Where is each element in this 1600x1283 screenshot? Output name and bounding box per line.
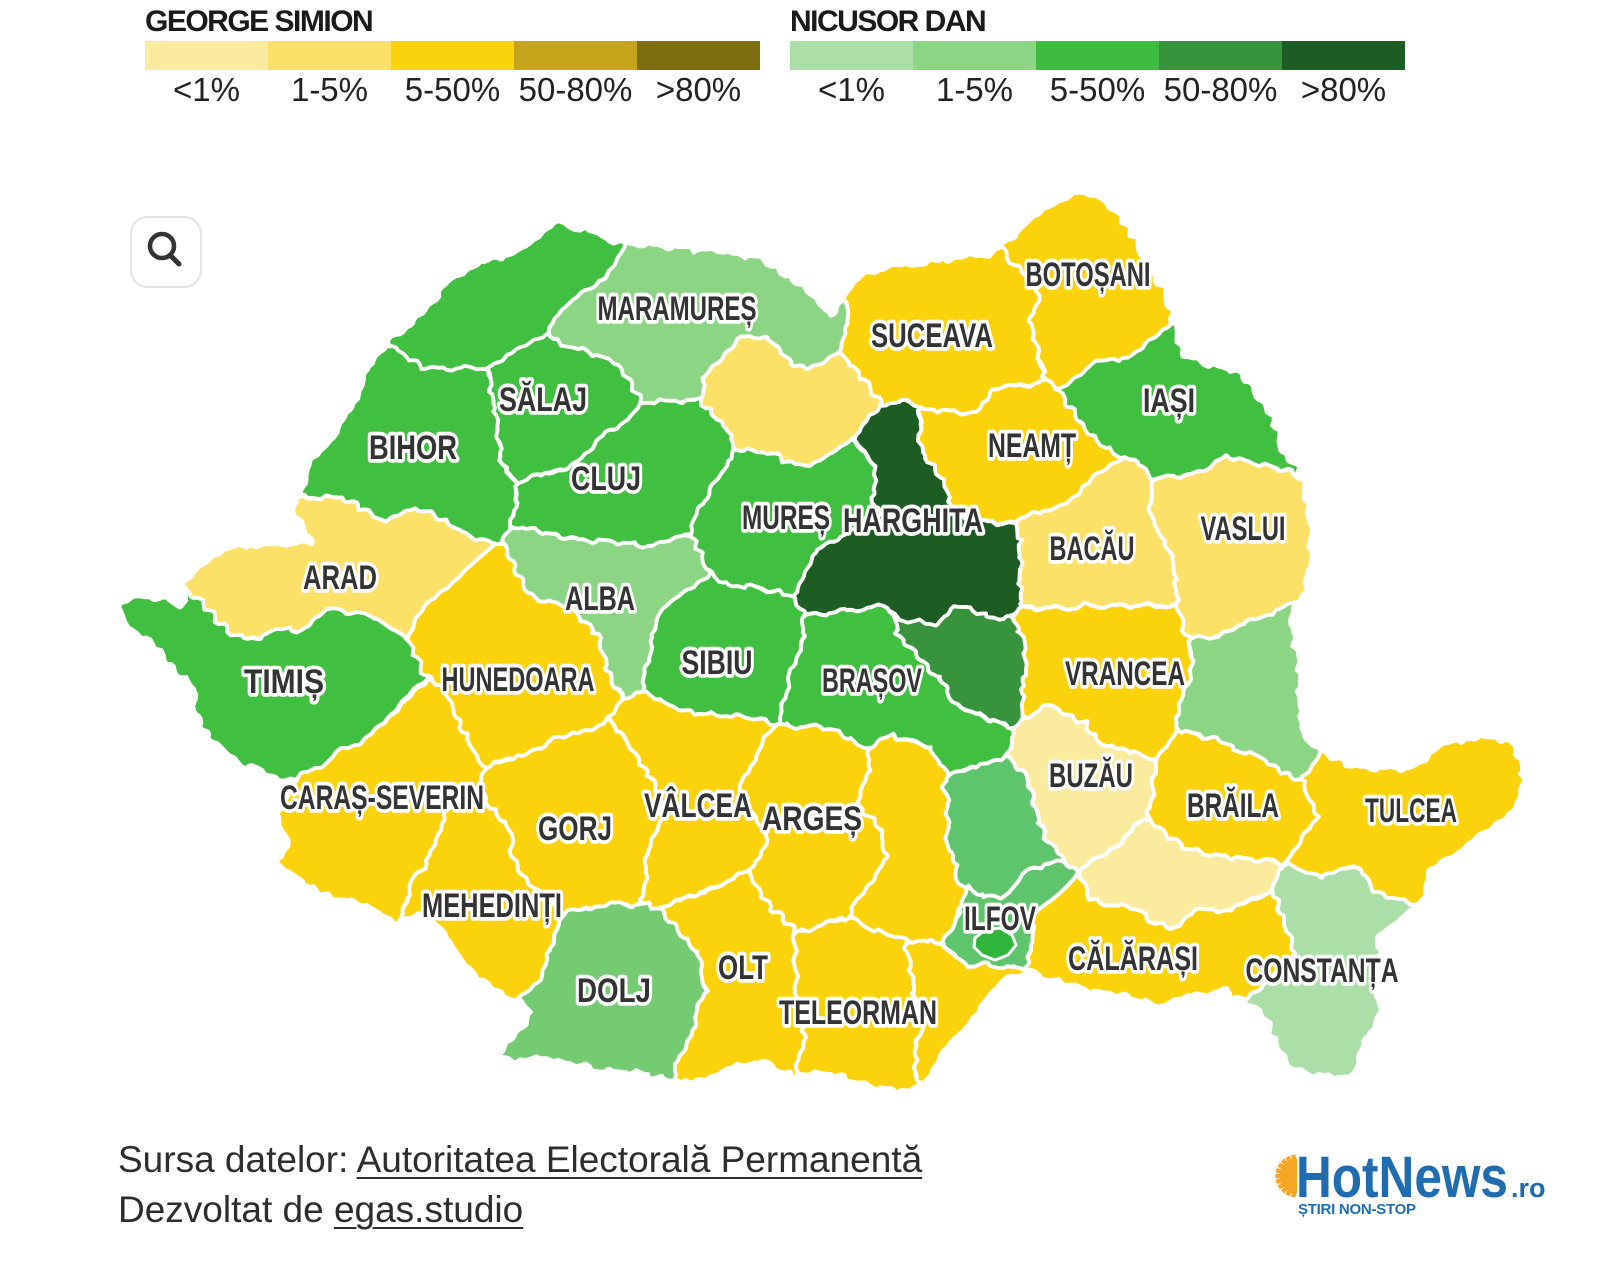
svg-text:TULCEA: TULCEA	[1365, 792, 1457, 830]
svg-text:SUCEAVA: SUCEAVA	[871, 317, 993, 355]
svg-text:BIHOR: BIHOR	[369, 429, 457, 467]
svg-text:OLT: OLT	[718, 949, 768, 987]
svg-text:DOLJ: DOLJ	[577, 972, 651, 1010]
svg-text:ILFOV: ILFOV	[964, 900, 1036, 938]
svg-text:ALBA: ALBA	[565, 580, 635, 618]
svg-text:IAȘI: IAȘI	[1143, 382, 1195, 420]
svg-text:MEHEDINȚI: MEHEDINȚI	[422, 887, 562, 925]
svg-text:BOTOȘANI: BOTOȘANI	[1026, 256, 1151, 294]
svg-text:ȘTIRI NON-STOP: ȘTIRI NON-STOP	[1298, 1201, 1416, 1218]
svg-text:BRĂILA: BRĂILA	[1187, 787, 1279, 825]
svg-text:TIMIȘ: TIMIȘ	[244, 663, 324, 701]
svg-text:MUREȘ: MUREȘ	[742, 499, 830, 537]
svg-text:HARGHITA: HARGHITA	[843, 502, 983, 540]
svg-text:VRANCEA: VRANCEA	[1065, 655, 1185, 693]
svg-text:ARAD: ARAD	[303, 559, 377, 597]
svg-text:BUZĂU: BUZĂU	[1049, 757, 1133, 795]
svg-text:CĂLĂRAȘI: CĂLĂRAȘI	[1068, 940, 1198, 978]
svg-text:BRAȘOV: BRAȘOV	[822, 662, 922, 700]
svg-text:CARAȘ-SEVERIN: CARAȘ-SEVERIN	[280, 779, 484, 817]
svg-text:SĂLAJ: SĂLAJ	[499, 381, 587, 419]
svg-text:HUNEDOARA: HUNEDOARA	[442, 661, 595, 699]
svg-text:BACĂU: BACĂU	[1050, 530, 1135, 568]
svg-text:.ro: .ro	[1511, 1173, 1546, 1203]
svg-text:GORJ: GORJ	[538, 810, 612, 848]
svg-text:NEAMȚ: NEAMȚ	[988, 427, 1076, 465]
svg-text:SIBIU: SIBIU	[682, 644, 753, 682]
svg-text:CONSTANȚA: CONSTANȚA	[1246, 952, 1399, 990]
svg-text:VÂLCEA: VÂLCEA	[644, 787, 752, 825]
svg-text:CLUJ: CLUJ	[571, 460, 641, 498]
svg-text:VASLUI: VASLUI	[1201, 510, 1286, 548]
svg-text:TELEORMAN: TELEORMAN	[779, 994, 937, 1032]
svg-text:HotNews: HotNews	[1296, 1145, 1508, 1210]
svg-text:MARAMUREȘ: MARAMUREȘ	[598, 290, 757, 328]
svg-text:ARGEȘ: ARGEȘ	[762, 800, 862, 838]
